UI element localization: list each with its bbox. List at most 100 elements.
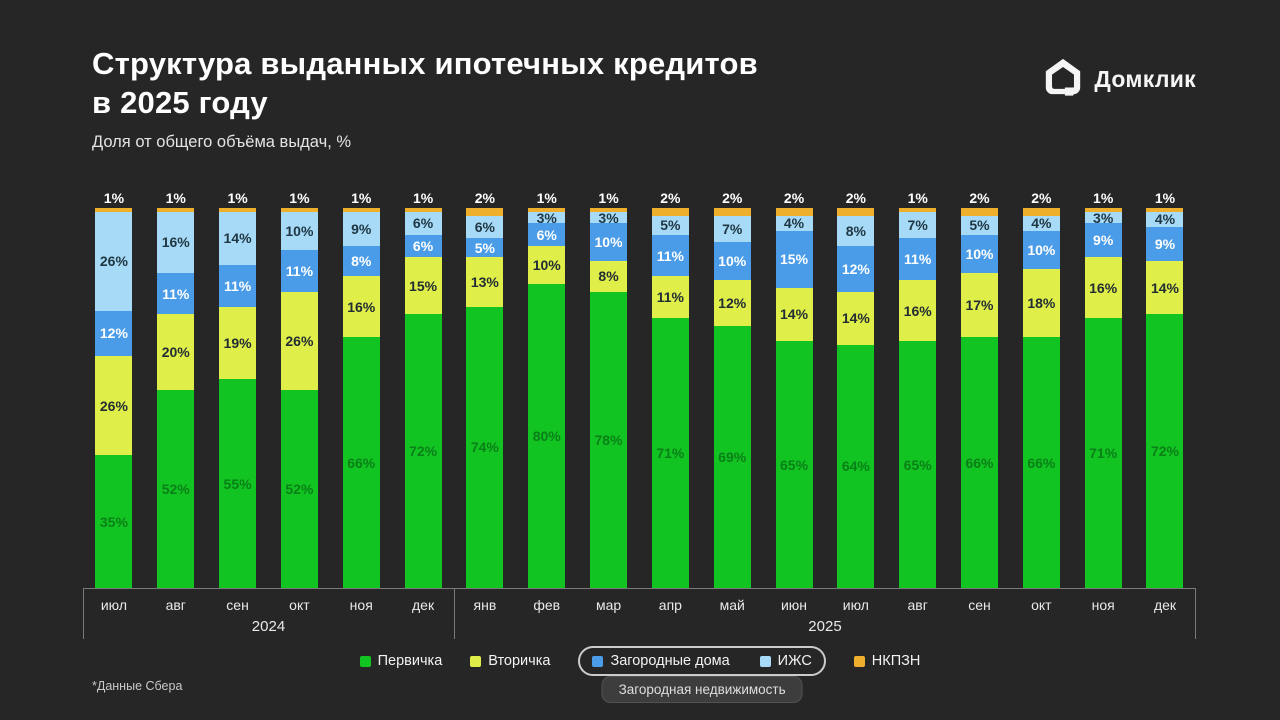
bar-segment: 66% [1022, 337, 1060, 588]
bar-segment: 26% [280, 291, 318, 391]
legend-item-zagorodnye-doma: Загородные дома [592, 653, 730, 669]
bar-column: 1% 4% 9% 14% 72% [1134, 191, 1196, 588]
chart-area: 1% 26% 12% 26% 35% 1% 16% 11% 20% 52% 1% 14% 11% 19% 5… [83, 186, 1196, 588]
bar-column: 1% 14% 11% 19% 55% [207, 191, 269, 588]
bar-segment: 12% [95, 310, 133, 357]
bar-segment: 72% [404, 314, 442, 588]
month-label: ноя [1091, 597, 1115, 613]
legend-swatch-yellow [470, 655, 482, 667]
stacked-bar: 6% 5% 13% 74% [466, 208, 504, 588]
legend-label: Загородные дома [610, 653, 730, 669]
bar-segment: 55% [219, 379, 257, 588]
stacked-bar: 4% 9% 14% 72% [1146, 208, 1184, 588]
bar-segment: 4% [1146, 211, 1184, 228]
stacked-bar: 5% 10% 17% 66% [961, 208, 998, 588]
bar-segment [157, 208, 195, 212]
month-label: авг [165, 597, 186, 613]
bar-segment: 6% [404, 234, 442, 258]
legend-item-izhs: ИЖС [759, 653, 812, 669]
bar-segment: 9% [1084, 223, 1122, 258]
bar-segment: 10% [528, 246, 566, 284]
legend-swatch-orange [853, 655, 865, 667]
stacked-bar: 3% 10% 8% 78% [590, 208, 628, 588]
month-label: апр [658, 597, 682, 613]
legend-item-pervichka: Первичка [359, 653, 443, 669]
bar-segment: 16% [342, 276, 380, 338]
bars-row: 1% 26% 12% 26% 35% 1% 16% 11% 20% 52% 1% 14% 11% 19% 5… [83, 191, 1196, 588]
bar-column: 1% 9% 8% 16% 66% [330, 191, 392, 588]
chart-subtitle: Доля от общего объёма выдач, % [92, 133, 352, 151]
bar-segment: 3% [528, 211, 566, 225]
year-label-2024: 2024 [251, 618, 286, 635]
bar-segment: 35% [95, 455, 133, 588]
bar-segment [775, 208, 813, 216]
bar-segment: 3% [1084, 211, 1122, 225]
logo-wordmark: Домклик [1094, 66, 1196, 92]
bar-segment: 8% [837, 215, 875, 247]
bar-segment: 69% [713, 325, 751, 588]
bar-segment: 10% [961, 234, 998, 273]
bar-segment: 80% [528, 284, 566, 588]
bar-column: 1% 6% 6% 15% 72% [392, 191, 454, 588]
bar-top-label: 2% [660, 190, 681, 207]
bar-column: 2% 6% 5% 13% 74% [454, 191, 516, 588]
bar-segment: 10% [280, 211, 318, 250]
bar-segment: 66% [961, 337, 998, 588]
bar-segment: 11% [651, 276, 689, 319]
axis-divider-years [453, 589, 455, 639]
year-label-2025: 2025 [808, 618, 842, 635]
domclick-logo: Домклик [1042, 56, 1196, 103]
bar-segment: 71% [651, 318, 689, 588]
month-label: янв [473, 597, 497, 613]
bar-segment: 74% [466, 306, 504, 588]
bar-segment: 6% [528, 223, 566, 246]
month-label: авг [907, 597, 928, 613]
bar-segment: 15% [775, 230, 813, 288]
axis-divider-right [1195, 589, 1196, 639]
month-label: май [719, 597, 745, 613]
stacked-bar: 8% 12% 14% 64% [837, 208, 875, 588]
month-label: сен [968, 597, 991, 613]
bar-segment: 12% [713, 280, 751, 326]
legend: Первичка Вторичка Загородные дома ИЖС За… [0, 646, 1280, 703]
bar-top-label: 2% [1031, 190, 1052, 207]
stacked-bar: 10% 11% 26% 52% [280, 208, 318, 588]
bar-segment [1022, 208, 1060, 216]
legend-label: Первичка [377, 653, 443, 669]
legend-label: НКПЗН [871, 653, 921, 669]
bar-segment: 52% [280, 390, 318, 588]
legend-swatch-blue [592, 655, 604, 667]
bar-segment: 16% [899, 280, 937, 341]
bar-segment: 16% [157, 211, 195, 273]
header: Структура выданных ипотечных кредитов в … [92, 44, 758, 152]
month-label: мар [595, 597, 622, 613]
bar-column: 2% 8% 12% 14% 64% [825, 191, 887, 588]
bar-segment: 12% [837, 246, 875, 292]
month-label: июн [780, 597, 808, 613]
stacked-bar: 7% 10% 12% 69% [713, 208, 751, 588]
month-label: ноя [349, 597, 373, 613]
bar-segment: 8% [590, 261, 628, 292]
stacked-bar: 6% 6% 15% 72% [404, 208, 442, 588]
bar-segment: 26% [95, 356, 133, 455]
bar-segment [528, 208, 566, 212]
title-line-1: Структура выданных ипотечных кредитов [92, 46, 758, 81]
house-icon [1042, 56, 1084, 103]
bar-segment: 16% [1084, 257, 1122, 319]
bar-segment: 5% [651, 215, 689, 235]
bar-segment: 19% [219, 306, 257, 379]
bar-segment [280, 208, 318, 212]
footnote: *Данные Сбера [92, 679, 183, 693]
bar-segment: 10% [590, 223, 628, 262]
bar-segment: 14% [219, 211, 257, 266]
stacked-bar: 14% 11% 19% 55% [219, 208, 257, 588]
bar-column: 1% 16% 11% 20% 52% [145, 191, 207, 588]
stacked-bar: 3% 6% 10% 80% [528, 208, 566, 588]
bar-top-label: 1% [1154, 190, 1176, 207]
legend-label: ИЖС [777, 653, 812, 669]
bar-segment: 7% [899, 211, 937, 239]
bar-segment: 65% [775, 341, 813, 588]
bar-segment: 9% [342, 211, 380, 247]
axis-divider-left [83, 589, 84, 639]
